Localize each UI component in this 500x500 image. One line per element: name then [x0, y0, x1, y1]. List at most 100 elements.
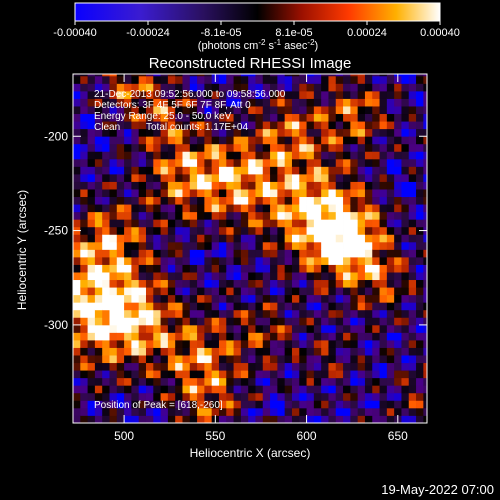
heatmap-cell: [167, 166, 176, 175]
heatmap-cell: [233, 362, 242, 371]
heatmap-cell: [160, 385, 169, 394]
heatmap-cell: [394, 219, 402, 228]
heatmap-cell: [262, 226, 271, 235]
heatmap-cell: [270, 189, 278, 198]
heatmap-cell: [357, 75, 366, 84]
footer-date: 19-May-2022 07:00: [381, 482, 494, 497]
heatmap-cell: [255, 264, 264, 273]
heatmap-cell: [343, 74, 351, 77]
heatmap-cell: [372, 339, 380, 348]
heatmap-cell: [204, 415, 213, 423]
heatmap-cell: [204, 166, 213, 175]
heatmap-cell: [394, 355, 402, 364]
heatmap-cell: [386, 385, 395, 394]
heatmap-cell: [328, 355, 337, 364]
heatmap-cell: [423, 392, 427, 401]
heatmap-cell: [364, 181, 373, 190]
heatmap-cell: [372, 196, 380, 205]
heatmap-cell: [291, 166, 300, 175]
heatmap-cell: [182, 309, 191, 318]
heatmap-cell: [233, 83, 242, 92]
heatmap-cell: [153, 347, 161, 356]
heatmap-cell: [240, 385, 249, 394]
heatmap-cell: [262, 279, 271, 288]
heatmap-cell: [167, 189, 176, 198]
heatmap-cell: [124, 249, 132, 258]
heatmap-cell: [116, 173, 125, 182]
heatmap-cell: [116, 385, 125, 394]
heatmap-cell: [255, 204, 264, 213]
heatmap-cell: [73, 339, 81, 348]
heatmap-cell: [284, 415, 293, 423]
heatmap-cell: [291, 143, 300, 152]
heatmap-cell: [291, 189, 300, 198]
heatmap-cell: [364, 309, 373, 318]
heatmap-cell: [197, 279, 205, 288]
heatmap-cell: [226, 256, 234, 265]
heatmap-cell: [386, 324, 395, 333]
heatmap-cell: [167, 264, 176, 273]
heatmap-cell: [175, 166, 183, 175]
heatmap-cell: [80, 136, 88, 145]
heatmap-cell: [80, 74, 88, 77]
heatmap-cell: [138, 234, 147, 243]
heatmap-cell: [197, 309, 205, 318]
heatmap-cell: [343, 400, 351, 409]
heatmap-cell: [394, 347, 402, 356]
heatmap-cell: [350, 272, 359, 281]
heatmap-cell: [80, 385, 88, 394]
heatmap-cell: [109, 234, 118, 243]
heatmap-cell: [160, 324, 169, 333]
heatmap-cell: [131, 249, 140, 258]
heatmap-cell: [386, 339, 395, 348]
heatmap-cell: [299, 400, 307, 409]
heatmap-cell: [284, 370, 293, 379]
heatmap-cell: [255, 370, 264, 379]
heatmap-cell: [167, 324, 176, 333]
heatmap-cell: [167, 113, 176, 122]
heatmap-cell: [357, 113, 366, 122]
heatmap-cell: [131, 407, 140, 416]
heatmap-cell: [211, 90, 220, 99]
heatmap-cell: [379, 226, 388, 235]
heatmap-cell: [94, 332, 103, 341]
heatmap-cell: [167, 317, 176, 326]
heatmap-cell: [248, 407, 256, 416]
heatmap-cell: [131, 151, 140, 160]
heatmap-cell: [145, 158, 154, 167]
heatmap-cell: [313, 128, 322, 137]
heatmap-cell: [182, 173, 191, 182]
heatmap-cell: [306, 75, 315, 84]
heatmap-cell: [335, 226, 344, 235]
heatmap-cell: [416, 241, 424, 250]
heatmap-cell: [94, 362, 103, 371]
heatmap-cell: [175, 355, 183, 364]
heatmap-cell: [350, 166, 359, 175]
heatmap-cell: [138, 400, 147, 409]
heatmap-cell: [87, 98, 96, 107]
heatmap-cell: [94, 264, 103, 273]
heatmap-cell: [416, 249, 424, 258]
heatmap-cell: [401, 226, 410, 235]
heatmap-cell: [189, 75, 198, 84]
heatmap-cell: [335, 324, 344, 333]
heatmap-cell: [343, 317, 351, 326]
heatmap-cell: [226, 287, 234, 296]
heatmap-cell: [321, 347, 329, 356]
heatmap-cell: [379, 74, 388, 77]
heatmap-cell: [364, 74, 373, 77]
heatmap-cell: [379, 143, 388, 152]
heatmap-cell: [138, 241, 147, 250]
heatmap-cell: [102, 189, 110, 198]
heatmap-cell: [408, 75, 417, 84]
heatmap-cell: [94, 241, 103, 250]
heatmap-cell: [270, 370, 278, 379]
heatmap-cell: [218, 385, 227, 394]
heatmap-cell: [131, 181, 140, 190]
heatmap-cell: [408, 400, 417, 409]
heatmap-cell: [87, 196, 96, 205]
heatmap-cell: [335, 204, 344, 213]
heatmap-cell: [124, 272, 132, 281]
heatmap-cell: [394, 302, 402, 311]
heatmap-cell: [153, 332, 161, 341]
